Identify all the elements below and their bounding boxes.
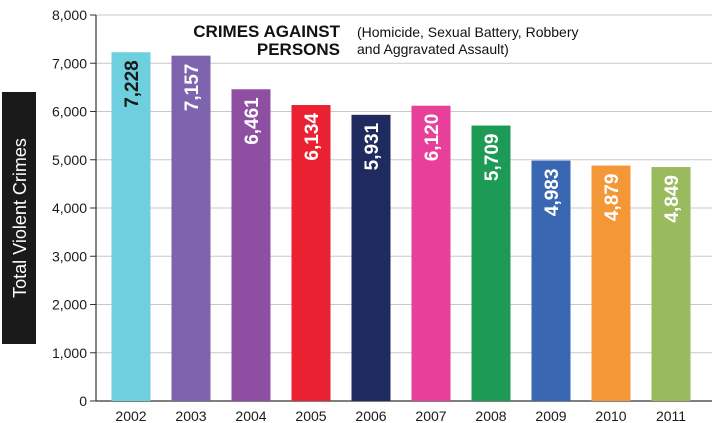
x-tick-label: 2008 bbox=[475, 408, 506, 423]
bar-rect bbox=[471, 125, 511, 402]
bar-rect bbox=[651, 167, 691, 401]
bar-rect bbox=[231, 89, 271, 402]
x-tick-label: 2004 bbox=[235, 408, 266, 423]
y-tick-label: 2,000 bbox=[52, 297, 87, 313]
subtitle-line-1: (Homicide, Sexual Battery, Robbery bbox=[357, 24, 579, 40]
bar-value-label: 4,849 bbox=[662, 175, 683, 223]
bar-2011: 4,849 bbox=[651, 167, 691, 401]
bar-2004: 6,461 bbox=[231, 89, 271, 402]
bar-2003: 7,157 bbox=[171, 55, 211, 402]
bar-value-label: 4,879 bbox=[602, 174, 623, 222]
bar-value-label: 6,461 bbox=[242, 97, 263, 145]
bar-2006: 5,931 bbox=[351, 114, 391, 401]
x-axis-ticks: 2002 2003 2004 2005 2006 2007 2008 2009 2010 2011 bbox=[115, 408, 686, 423]
bar-2010: 4,879 bbox=[591, 165, 631, 401]
x-tick-label: 2003 bbox=[175, 408, 206, 423]
bar-2009: 4,983 bbox=[531, 160, 571, 401]
bar-rect bbox=[411, 105, 451, 402]
bar-2002: 7,228 bbox=[111, 52, 151, 402]
bar-2005: 6,134 bbox=[291, 105, 331, 402]
y-tick-label: 3,000 bbox=[52, 248, 87, 264]
bar-value-label: 5,931 bbox=[362, 122, 383, 170]
bar-rect bbox=[591, 165, 631, 401]
title-line-2: PERSONS bbox=[257, 40, 340, 59]
bar-value-label: 7,228 bbox=[122, 60, 143, 108]
y-tick-label: 5,000 bbox=[52, 152, 87, 168]
chart-title: CRIMES AGAINST PERSONS (Homicide, Sexual… bbox=[193, 22, 578, 59]
bar-rect bbox=[531, 160, 571, 401]
x-tick-label: 2011 bbox=[656, 408, 686, 423]
bar-rect bbox=[111, 52, 151, 402]
y-axis-label-box: Total Violent Crimes bbox=[2, 92, 36, 344]
bar-value-label: 5,709 bbox=[482, 134, 503, 182]
y-tick-label: 4,000 bbox=[52, 200, 87, 216]
bar-rect bbox=[291, 105, 331, 402]
bar-2008: 5,709 bbox=[471, 125, 511, 402]
y-axis-ticks: 0 1,000 2,000 3,000 4,000 5,000 6,000 7,000 8,00… bbox=[52, 7, 97, 409]
title-line-1: CRIMES AGAINST bbox=[193, 22, 340, 41]
y-tick-label: 0 bbox=[79, 393, 87, 409]
subtitle-line-2: and Aggravated Assault) bbox=[357, 41, 509, 57]
bars: 7,228 7,157 6,461 6,134 5,931 6,120 5,709 4,983… bbox=[111, 52, 691, 402]
bar-rect bbox=[351, 114, 391, 401]
bar-2007: 6,120 bbox=[411, 105, 451, 402]
y-axis-label: Total Violent Crimes bbox=[10, 138, 30, 298]
x-tick-label: 2005 bbox=[295, 408, 326, 423]
x-tick-label: 2006 bbox=[355, 408, 386, 423]
bar-rect bbox=[171, 55, 211, 402]
x-tick-label: 2009 bbox=[535, 408, 566, 423]
x-tick-label: 2007 bbox=[415, 408, 446, 423]
x-tick-label: 2010 bbox=[595, 408, 626, 423]
y-tick-label: 7,000 bbox=[52, 55, 87, 71]
y-tick-label: 6,000 bbox=[52, 104, 87, 120]
y-tick-label: 8,000 bbox=[52, 7, 87, 23]
y-tick-label: 1,000 bbox=[52, 345, 87, 361]
bar-value-label: 7,157 bbox=[182, 64, 203, 112]
bar-value-label: 6,120 bbox=[422, 114, 443, 162]
x-tick-label: 2002 bbox=[115, 408, 146, 423]
bar-value-label: 4,983 bbox=[542, 169, 563, 217]
bar-value-label: 6,134 bbox=[302, 113, 323, 161]
